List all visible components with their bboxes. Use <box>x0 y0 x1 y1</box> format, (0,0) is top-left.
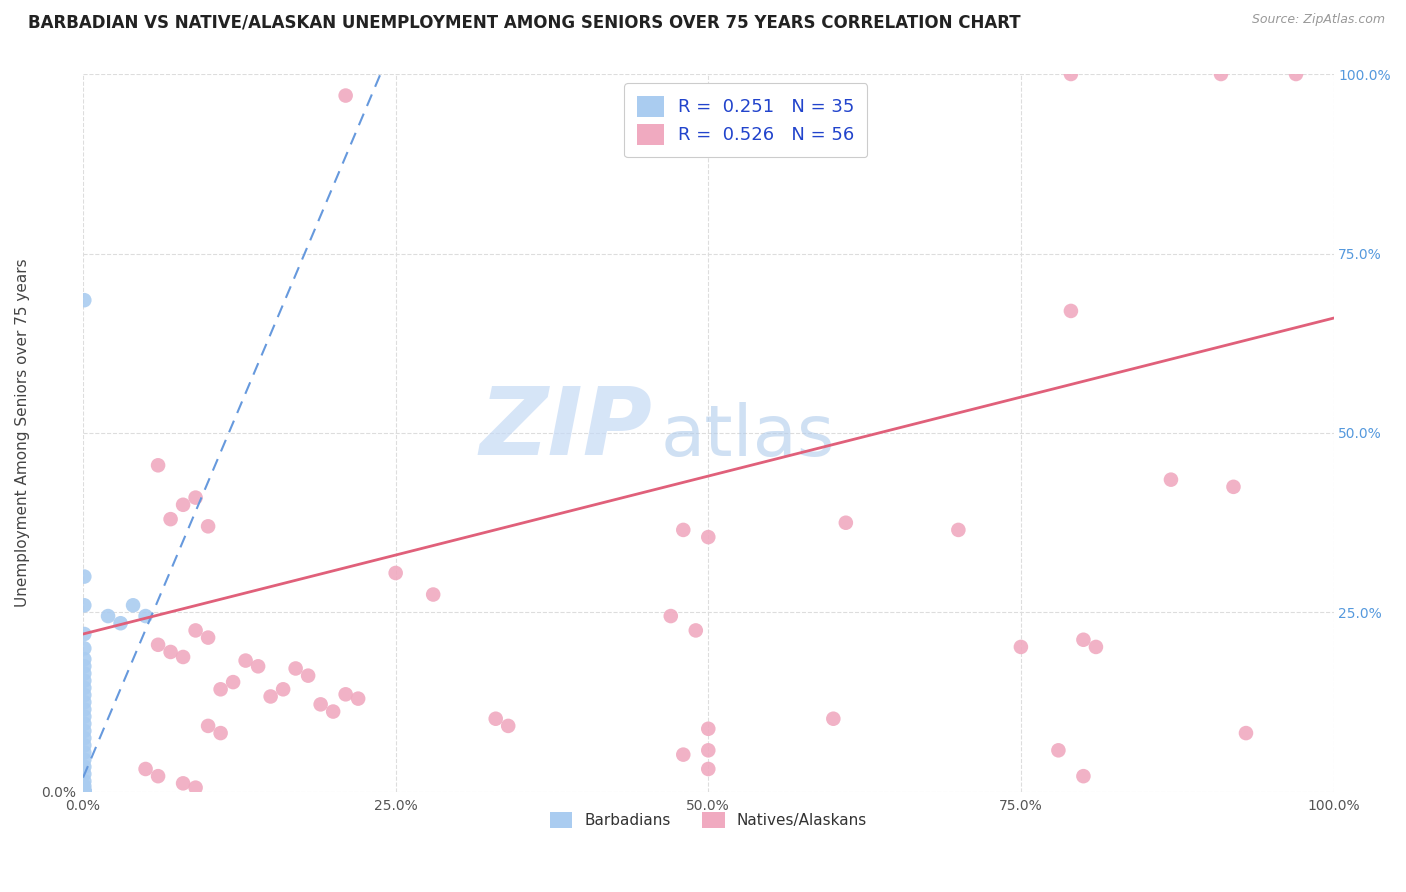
Point <box>297 668 319 682</box>
Point <box>73 784 96 798</box>
Point <box>73 767 96 781</box>
Point <box>159 645 181 659</box>
Point <box>73 723 96 738</box>
Point <box>135 609 157 624</box>
Legend: Barbadians, Natives/Alaskans: Barbadians, Natives/Alaskans <box>544 806 873 835</box>
Point <box>146 769 169 783</box>
Point <box>73 293 96 308</box>
Point <box>73 753 96 767</box>
Point <box>197 631 219 645</box>
Point <box>172 776 194 790</box>
Point <box>73 782 96 797</box>
Point <box>73 739 96 753</box>
Point <box>97 609 120 624</box>
Point <box>259 690 281 704</box>
Point <box>309 698 332 712</box>
Point <box>73 695 96 709</box>
Point <box>1084 640 1107 654</box>
Point <box>247 659 270 673</box>
Point <box>197 719 219 733</box>
Point <box>73 784 96 798</box>
Point <box>235 654 257 668</box>
Point <box>159 512 181 526</box>
Point <box>73 774 96 789</box>
Point <box>73 709 96 723</box>
Point <box>1209 67 1232 81</box>
Point <box>73 673 96 688</box>
Point <box>135 762 157 776</box>
Point <box>335 88 357 103</box>
Point <box>1285 67 1308 81</box>
Point <box>73 688 96 702</box>
Point <box>1073 769 1095 783</box>
Point <box>1234 726 1257 740</box>
Point <box>697 762 720 776</box>
Point <box>1047 743 1070 757</box>
Point <box>73 652 96 666</box>
Point <box>384 566 406 580</box>
Point <box>697 722 720 736</box>
Point <box>1060 304 1083 318</box>
Point <box>1222 480 1244 494</box>
Point <box>335 687 357 701</box>
Point <box>146 458 169 473</box>
Point <box>322 705 344 719</box>
Point <box>73 627 96 641</box>
Text: atlas: atlas <box>661 402 835 471</box>
Point <box>172 498 194 512</box>
Point <box>73 569 96 583</box>
Point <box>73 599 96 613</box>
Point <box>73 641 96 656</box>
Point <box>197 519 219 533</box>
Point <box>659 609 682 624</box>
Y-axis label: Unemployment Among Seniors over 75 years: Unemployment Among Seniors over 75 years <box>15 259 30 607</box>
Point <box>146 638 169 652</box>
Point <box>184 624 207 638</box>
Point <box>685 624 707 638</box>
Point <box>73 784 96 798</box>
Point <box>172 650 194 665</box>
Point <box>184 491 207 505</box>
Point <box>823 712 845 726</box>
Point <box>1010 640 1032 654</box>
Point <box>73 784 96 798</box>
Point <box>222 675 245 690</box>
Point <box>73 760 96 774</box>
Point <box>1060 67 1083 81</box>
Point <box>73 659 96 673</box>
Point <box>697 530 720 544</box>
Point <box>422 588 444 602</box>
Point <box>209 726 232 740</box>
Point <box>122 599 145 613</box>
Point <box>347 691 370 706</box>
Point <box>209 682 232 697</box>
Point <box>284 661 307 675</box>
Point <box>73 779 96 793</box>
Text: Source: ZipAtlas.com: Source: ZipAtlas.com <box>1251 13 1385 27</box>
Point <box>271 682 294 697</box>
Point <box>184 780 207 795</box>
Point <box>73 746 96 760</box>
Point <box>73 666 96 681</box>
Point <box>73 681 96 695</box>
Point <box>697 743 720 757</box>
Point <box>485 712 508 726</box>
Point <box>672 523 695 537</box>
Point <box>672 747 695 762</box>
Text: BARBADIAN VS NATIVE/ALASKAN UNEMPLOYMENT AMONG SENIORS OVER 75 YEARS CORRELATION: BARBADIAN VS NATIVE/ALASKAN UNEMPLOYMENT… <box>28 13 1021 31</box>
Point <box>73 784 96 798</box>
Point <box>948 523 970 537</box>
Point <box>1160 473 1182 487</box>
Point <box>73 702 96 716</box>
Text: ZIP: ZIP <box>479 384 652 475</box>
Point <box>835 516 858 530</box>
Point <box>73 716 96 731</box>
Point <box>496 719 519 733</box>
Point <box>110 616 132 631</box>
Point <box>73 731 96 745</box>
Point <box>1073 632 1095 647</box>
Point <box>73 784 96 798</box>
